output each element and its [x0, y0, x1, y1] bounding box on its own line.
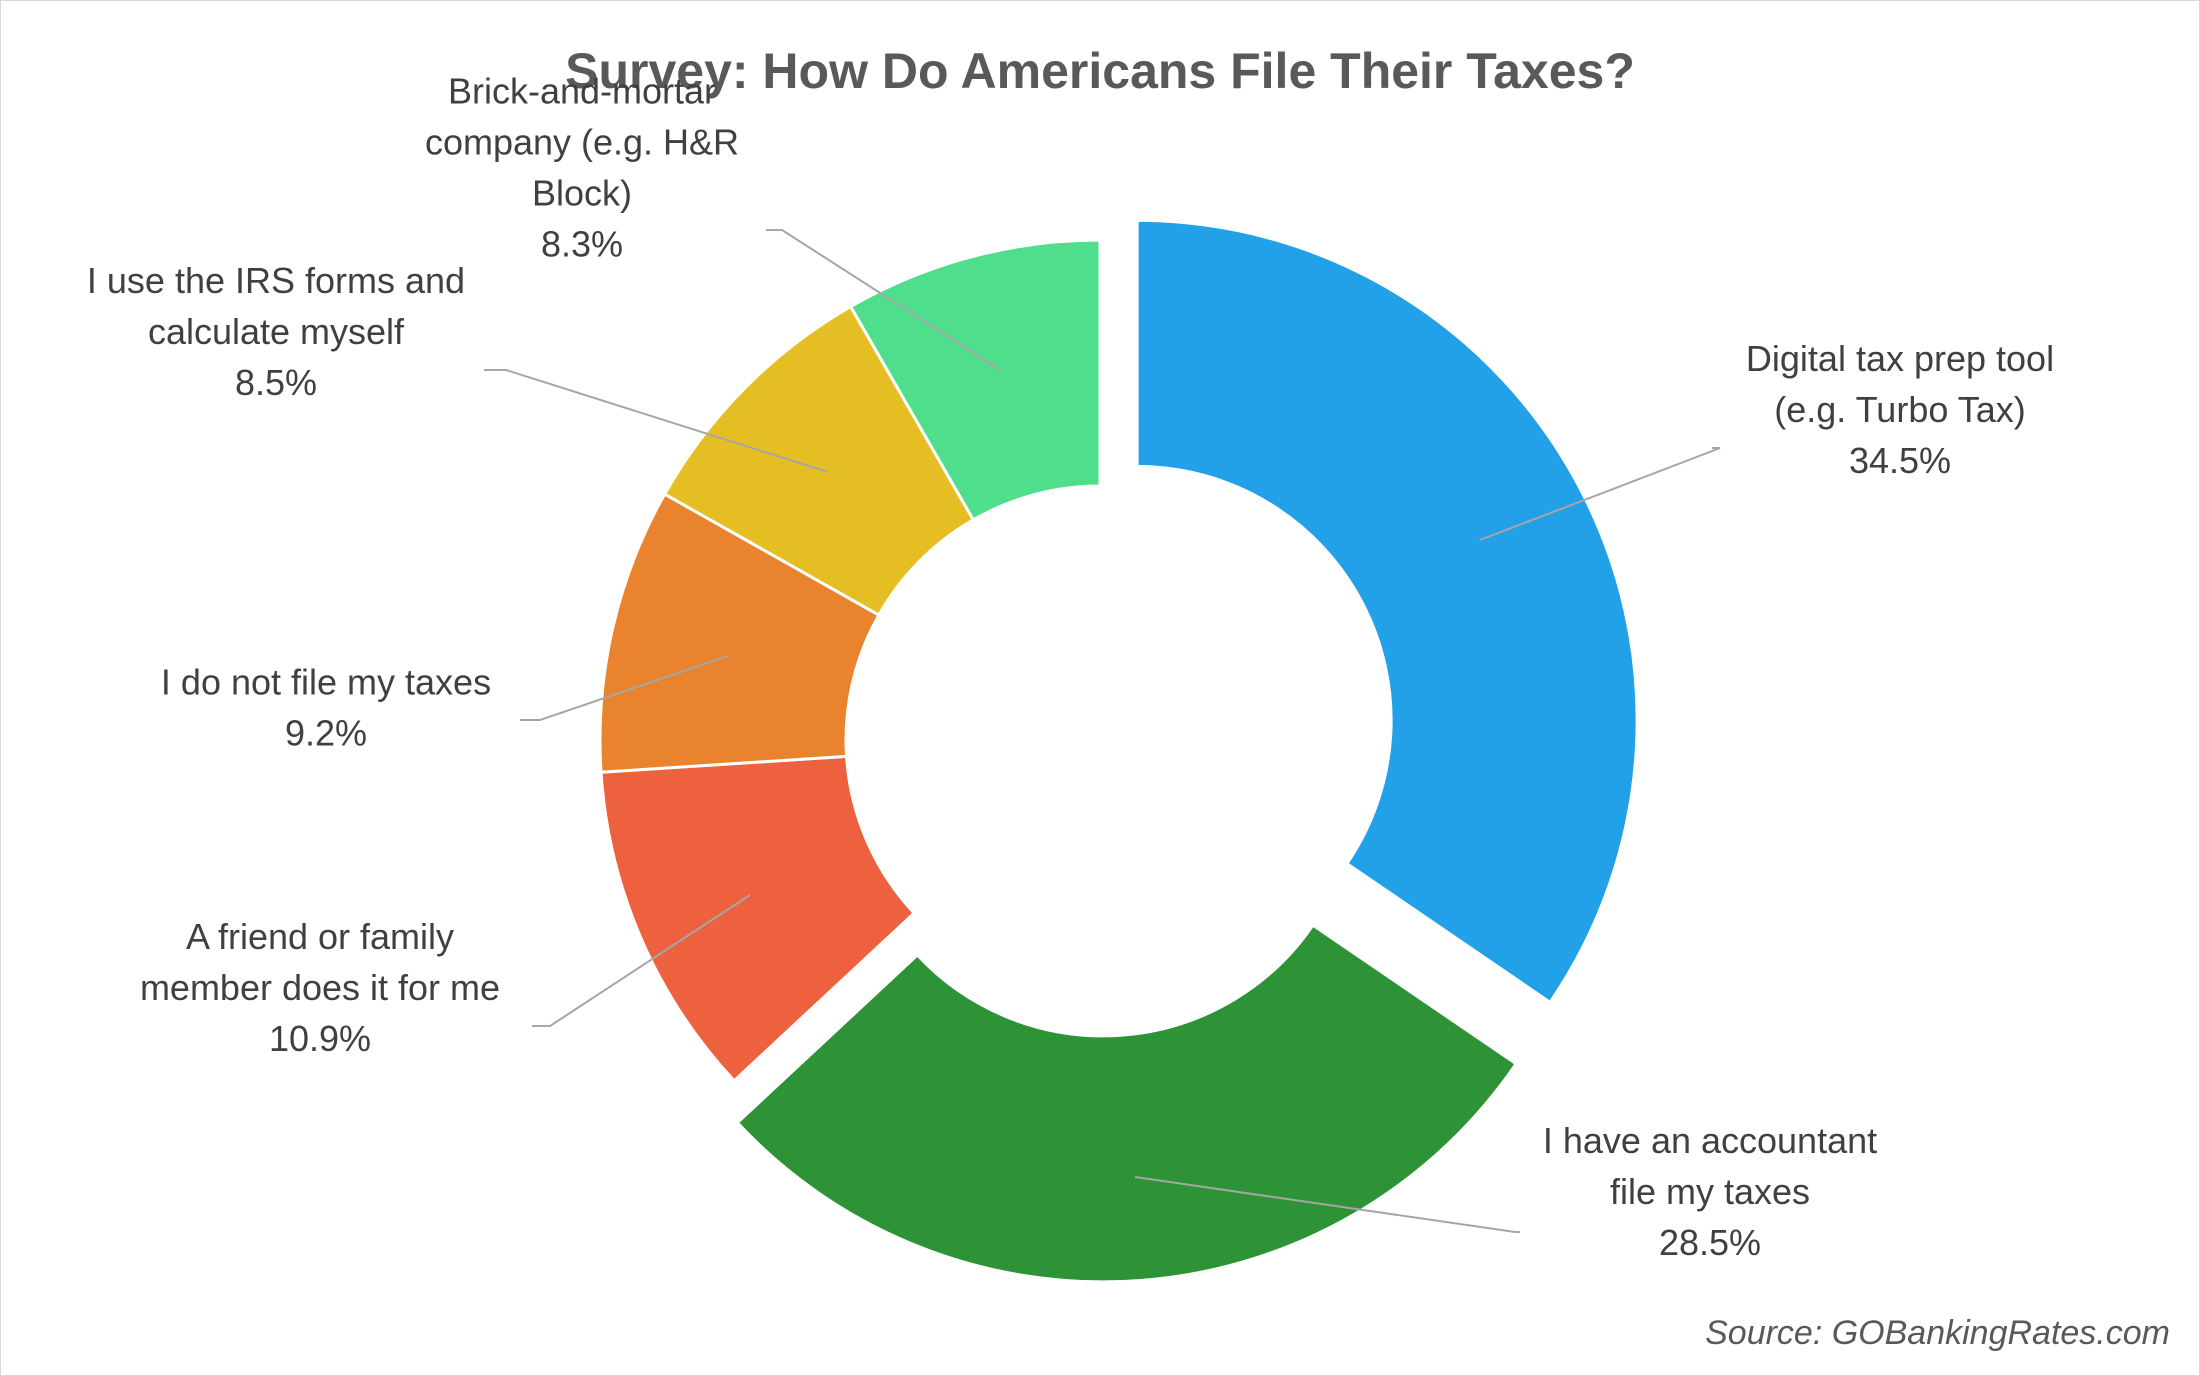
data-label-value: 8.5% — [235, 362, 317, 403]
data-label-value: 28.5% — [1659, 1222, 1761, 1263]
data-label-value: 9.2% — [285, 713, 367, 754]
leader-line-2 — [1134, 1176, 1520, 1233]
chart-title: Survey: How Do Americans File Their Taxe… — [565, 43, 1635, 99]
data-label-category: Digital tax prep tool — [1746, 338, 2054, 379]
data-label-1: Digital tax prep tool (e.g. Turbo Tax) 34.… — [1746, 338, 2054, 481]
data-label-category: file my taxes — [1610, 1171, 1810, 1212]
data-label-category: Brick-and-mortar — [448, 71, 716, 112]
data-label-value: 8.3% — [541, 224, 623, 265]
leader-line-1 — [1479, 447, 1721, 541]
slices-layer — [598, 218, 1639, 1284]
source-note: Source: GOBankingRates.com — [1705, 1314, 2170, 1352]
data-label-2: I have an accountant file my taxes 28.5% — [1543, 1120, 1877, 1263]
slice-3 — [599, 754, 917, 1083]
leader-line-5 — [484, 369, 829, 473]
data-label-category: member does it for me — [140, 967, 500, 1008]
leader-line-3 — [532, 894, 751, 1027]
data-label-category: I use the IRS forms and — [87, 260, 465, 301]
data-label-category: calculate myself — [148, 311, 405, 352]
data-label-category: I do not file my taxes — [161, 662, 491, 703]
data-label-category: I have an accountant — [1543, 1120, 1877, 1161]
data-label-value: 34.5% — [1849, 440, 1951, 481]
data-label-category: A friend or family — [186, 916, 454, 957]
leader-lines-layer — [484, 229, 1721, 1233]
data-label-5: I use the IRS forms and calculate myself 8… — [87, 260, 465, 403]
data-label-4: I do not file my taxes 9.2% — [161, 662, 491, 754]
data-labels-layer: Digital tax prep tool (e.g. Turbo Tax) 34.… — [87, 71, 2054, 1264]
data-label-category: Block) — [532, 173, 632, 214]
slice-2 — [735, 923, 1519, 1284]
slice-1 — [1135, 218, 1639, 1005]
data-label-value: 10.9% — [269, 1018, 371, 1059]
leader-line-4 — [520, 655, 729, 721]
data-label-category: company (e.g. H&R — [425, 122, 739, 163]
data-label-category: (e.g. Turbo Tax) — [1774, 389, 2025, 430]
data-label-3: A friend or family member does it for me 1… — [140, 916, 500, 1059]
leader-line-6 — [766, 229, 1001, 371]
data-label-6: Brick-and-mortar company (e.g. H&R Block) 8… — [425, 71, 739, 265]
slice-6 — [848, 238, 1102, 522]
